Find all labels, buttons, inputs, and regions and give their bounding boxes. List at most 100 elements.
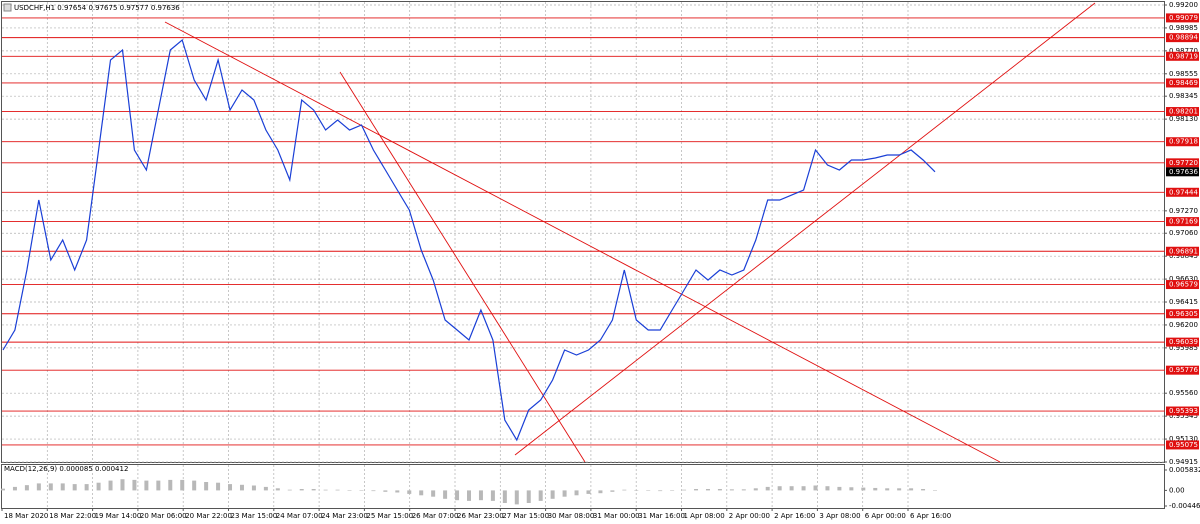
macd-bar — [60, 483, 65, 491]
x-tick-label: 24 Mar 23:00 — [321, 512, 368, 520]
macd-bar — [801, 486, 806, 491]
level-tag — [1166, 337, 1199, 347]
macd-bar — [861, 487, 866, 491]
macd-bar — [634, 490, 639, 491]
level-tag — [1166, 280, 1199, 290]
x-tick-label: 25 Mar 15:00 — [366, 512, 413, 520]
macd-bar — [96, 482, 101, 491]
y-tick-label: 0.95560 — [1169, 389, 1198, 397]
y-tick-label: 0.97060 — [1169, 229, 1198, 237]
macd-bar — [873, 487, 878, 491]
icon — [3, 3, 12, 12]
y-tick-label: 0.97270 — [1169, 207, 1198, 215]
level-label: 0.95776 — [1169, 366, 1198, 374]
macd-bar — [610, 490, 615, 492]
level-label: 0.97444 — [1169, 188, 1198, 196]
x-tick-label: 18 Mar 2020 — [4, 512, 48, 520]
macd-title: MACD(12,26,9) 0.000085 0.000412 — [4, 465, 128, 473]
y-tick-label: 0.96630 — [1169, 275, 1198, 283]
x-tick-label: 3 Apr 08:00 — [819, 512, 860, 520]
macd-bar — [12, 486, 17, 491]
level-tag — [1166, 365, 1199, 375]
current-price-label: 0.97636 — [1169, 168, 1198, 176]
level-label: 0.97169 — [1169, 218, 1198, 226]
x-tick-label: 31 Mar 16:00 — [638, 512, 685, 520]
y-tick-label: 0.99200 — [1169, 1, 1198, 9]
level-tag — [1166, 309, 1199, 319]
macd-bar — [36, 483, 41, 491]
y-tick-label: 0.98345 — [1169, 92, 1198, 100]
macd-bar — [108, 480, 113, 491]
y-tick-label: 0.96415 — [1169, 298, 1198, 306]
level-tag — [1166, 440, 1199, 450]
y-tick-label: 0.96845 — [1169, 252, 1198, 260]
macd-bar — [132, 479, 137, 491]
macd-bar — [813, 485, 818, 491]
level-label: 0.96039 — [1169, 338, 1198, 346]
macd-bar — [395, 490, 400, 493]
x-tick-label: 26 Mar 23:00 — [457, 512, 504, 520]
macd-bar — [455, 490, 460, 501]
macd-bar — [311, 488, 316, 491]
level-tag — [1166, 246, 1199, 256]
macd-bar — [48, 483, 53, 491]
macd-bar — [323, 489, 328, 491]
y-tick-label: 0.96200 — [1169, 321, 1198, 329]
level-tag — [1166, 13, 1199, 23]
macd-bar — [120, 479, 125, 491]
macd-bar — [622, 489, 627, 491]
level-tag — [1166, 33, 1199, 43]
macd-bar — [741, 489, 746, 491]
macd-bar — [777, 486, 782, 491]
macd-bar — [670, 490, 675, 491]
y-tick-label: 0.95130 — [1169, 435, 1198, 443]
x-tick-label: 6 Apr 00:00 — [865, 512, 906, 520]
x-tick-label: 23 Mar 15:00 — [231, 512, 278, 520]
macd-bar — [825, 486, 830, 491]
macd-bar — [216, 482, 221, 491]
macd-bar — [467, 490, 471, 501]
macd-bar — [299, 488, 304, 491]
level-tag — [1166, 217, 1199, 227]
x-tick-label: 24 Mar 07:00 — [276, 512, 323, 520]
macd-bar — [849, 487, 854, 491]
macd-bar — [921, 488, 926, 491]
current-price-tag — [1166, 167, 1199, 177]
trendline — [164, 21, 1001, 463]
level-label: 0.96579 — [1169, 281, 1198, 289]
level-label: 0.98719 — [1169, 52, 1198, 60]
x-tick-label: 19 Mar 14:00 — [95, 512, 142, 520]
macd-bar — [204, 482, 209, 491]
macd-bar — [24, 485, 29, 491]
macd-bar — [263, 486, 268, 491]
macd-bar — [347, 490, 352, 491]
level-tag — [1166, 158, 1199, 168]
macd-bar — [251, 485, 256, 491]
y-tick-label: 0.94915 — [1169, 458, 1198, 466]
macd-bar — [407, 490, 412, 494]
x-tick-label: 6 Apr 16:00 — [910, 512, 951, 520]
macd-bar — [562, 490, 567, 497]
macd-bar — [933, 490, 937, 491]
macd-bar — [550, 490, 555, 499]
macd-bar — [287, 489, 292, 491]
macd-bar — [646, 490, 651, 491]
macd-bar — [180, 479, 185, 491]
macd-bar — [144, 480, 149, 491]
level-label: 0.96891 — [1169, 247, 1198, 255]
macd-bar — [478, 490, 483, 501]
macd-bar — [335, 489, 340, 491]
macd-bar — [897, 488, 902, 491]
x-tick-label: 2 Apr 00:00 — [729, 512, 770, 520]
x-tick-label: 18 Mar 22:00 — [49, 512, 96, 520]
level-label: 0.99079 — [1169, 14, 1198, 22]
x-tick-label: 26 Mar 07:00 — [412, 512, 459, 520]
macd-bar — [156, 480, 161, 491]
macd-bar — [443, 490, 448, 499]
level-label: 0.96305 — [1169, 310, 1198, 318]
macd-bar — [502, 490, 507, 503]
main-panel — [1, 1, 1165, 463]
x-tick-label: 30 Mar 08:00 — [548, 512, 595, 520]
x-tick-label: 20 Mar 22:00 — [185, 512, 232, 520]
